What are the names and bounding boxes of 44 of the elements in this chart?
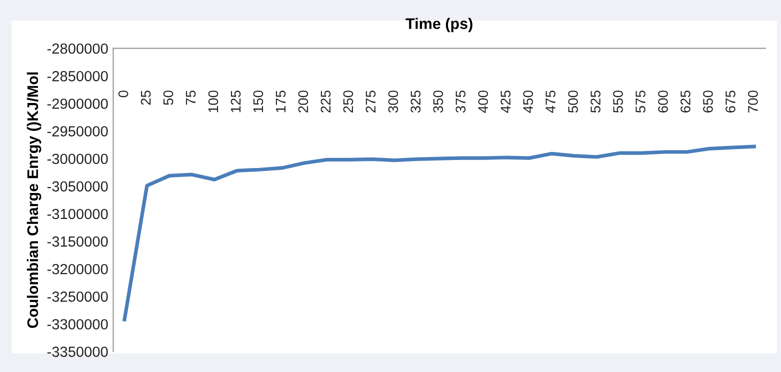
y-tick-label: -2900000 xyxy=(47,98,108,109)
x-tick-label: 375 xyxy=(456,90,466,113)
x-tick-label: 475 xyxy=(546,90,556,113)
y-tick-label: -3200000 xyxy=(47,264,108,274)
x-tick-label: 250 xyxy=(343,90,354,112)
x-tick-label: 500 xyxy=(568,90,578,113)
x-tick-label: 275 xyxy=(366,90,376,112)
x-tick-label: 675 xyxy=(726,90,736,112)
x-tick-label: 575 xyxy=(636,90,646,113)
x-tick-label: 175 xyxy=(276,90,286,112)
line-series xyxy=(122,144,756,322)
y-axis-title: Coulombian Charge Enrgy ()KJ/Mol xyxy=(26,72,42,328)
x-tick-label: 450 xyxy=(523,90,533,113)
y-tick-label: -3300000 xyxy=(47,319,108,330)
x-tick-label: 425 xyxy=(500,90,511,113)
x-tick-label: 25 xyxy=(140,90,151,105)
x-tick-label: 150 xyxy=(253,90,264,112)
x-tick-label: 75 xyxy=(186,90,196,105)
x-tick-label: 600 xyxy=(658,90,668,112)
y-tick-label: -3350000 xyxy=(47,346,108,357)
x-tick-label: 350 xyxy=(433,90,444,113)
x-tick-label: 225 xyxy=(320,90,331,112)
x-tick-label: 125 xyxy=(230,90,241,112)
x-tick-label: 650 xyxy=(703,90,713,112)
y-tick-label: -3050000 xyxy=(47,181,108,192)
x-tick-label: 200 xyxy=(298,90,308,112)
x-tick-label: 325 xyxy=(410,90,421,113)
x-tick-label: 400 xyxy=(478,90,488,113)
x-tick-label: 300 xyxy=(388,90,398,113)
y-tick-label: -3250000 xyxy=(47,292,108,302)
y-tick-label: -2850000 xyxy=(47,71,108,82)
y-tick-label: -3150000 xyxy=(47,236,108,247)
x-tick-label: 525 xyxy=(590,90,600,113)
x-tick-label: 100 xyxy=(208,90,218,112)
x-tick-label: 550 xyxy=(613,90,623,113)
x-tick-label: 625 xyxy=(680,90,690,112)
x-axis-title: Time (ps) xyxy=(406,18,472,32)
x-tick-label: 0 xyxy=(118,90,128,98)
y-tick-label: -3000000 xyxy=(47,154,108,164)
x-tick-label: 50 xyxy=(163,90,174,105)
x-tick-label: 700 xyxy=(748,90,758,112)
y-tick-label: -2800000 xyxy=(47,43,108,54)
y-tick-label: -3100000 xyxy=(47,208,108,220)
y-tick-label: -2950000 xyxy=(47,126,108,136)
